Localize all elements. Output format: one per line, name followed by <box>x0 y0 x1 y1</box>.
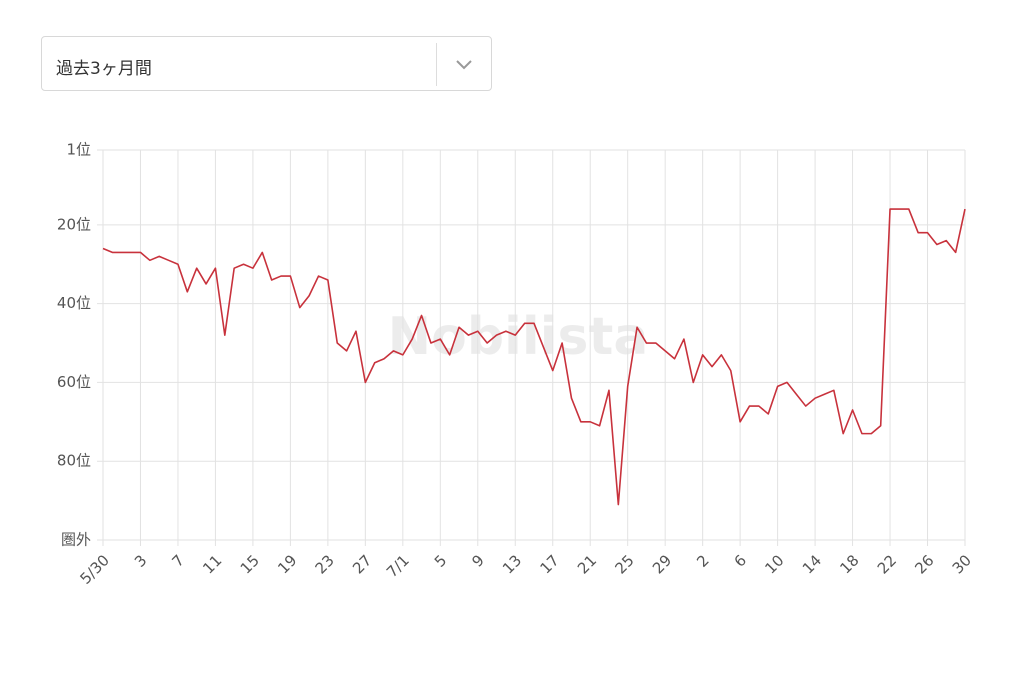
x-tick-label: 30 <box>949 551 975 577</box>
x-tick-label: 26 <box>911 551 937 577</box>
x-tick-label: 10 <box>761 551 787 577</box>
y-tick-label: 1位 <box>66 141 91 159</box>
dropdown-value: 過去3ヶ月間 <box>56 59 152 79</box>
x-tick-label: 5/30 <box>76 551 113 588</box>
x-tick-label: 19 <box>274 551 300 577</box>
watermark: Nobilista <box>388 307 649 367</box>
y-tick-label: 40位 <box>57 294 91 312</box>
x-tick-label: 13 <box>499 551 525 577</box>
period-dropdown[interactable]: 過去3ヶ月間 <box>41 36 492 91</box>
x-tick-label: 11 <box>199 551 225 577</box>
x-tick-label: 18 <box>836 551 862 577</box>
x-tick-label: 29 <box>649 551 675 577</box>
x-tick-label: 2 <box>693 551 712 570</box>
y-tick-label: 80位 <box>57 452 91 470</box>
chevron <box>456 60 472 70</box>
x-tick-label: 15 <box>237 551 263 577</box>
x-tick-label: 25 <box>611 551 637 577</box>
x-tick-label: 22 <box>874 551 900 577</box>
y-tick-label: 60位 <box>57 373 91 391</box>
dropdown-divider <box>436 43 437 86</box>
x-tick-label: 21 <box>574 551 600 577</box>
rank-line <box>102 208 966 506</box>
x-tick-label: 7 <box>168 551 187 570</box>
x-tick-label: 3 <box>131 551 150 570</box>
y-tick-label: 圏外 <box>61 531 91 549</box>
y-tick-label: 20位 <box>57 215 91 233</box>
x-tick-label: 5 <box>431 551 450 570</box>
x-tick-label: 6 <box>731 551 750 570</box>
x-tick-label: 23 <box>312 551 338 577</box>
x-tick-label: 17 <box>537 551 563 577</box>
x-tick-label: 27 <box>349 551 375 577</box>
x-tick-label: 9 <box>468 551 487 570</box>
x-tick-label: 14 <box>799 551 825 577</box>
x-tick-label: 7/1 <box>383 551 413 581</box>
